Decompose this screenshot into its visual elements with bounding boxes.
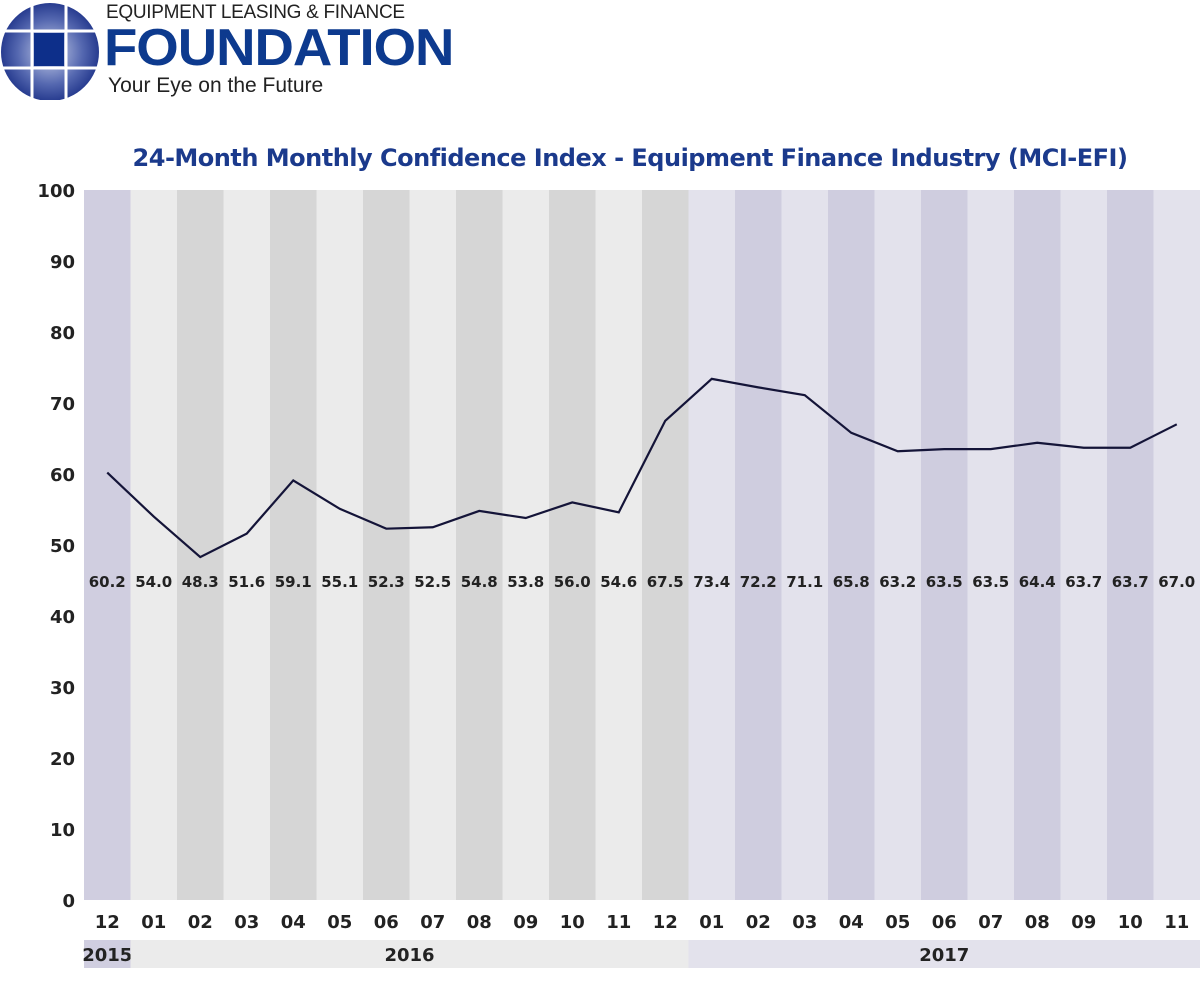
data-label: 63.7 [1065,573,1102,591]
column-band [316,190,364,900]
column-band [1060,190,1108,900]
data-label: 67.5 [647,573,684,591]
column-band [735,190,782,900]
y-tick-label: 70 [50,394,75,415]
x-tick-label: 08 [1025,912,1050,933]
x-tick-label: 12 [653,912,678,933]
column-band [781,190,829,900]
y-tick-label: 10 [50,820,75,841]
column-band [1014,190,1061,900]
x-tick-label: 04 [281,912,306,933]
year-band [688,940,1200,968]
data-label: 67.0 [1158,573,1195,591]
y-tick-label: 40 [50,607,75,628]
data-label: 63.2 [879,573,916,591]
x-tick-label: 02 [746,912,771,933]
column-band [409,190,457,900]
data-label: 63.5 [926,573,963,591]
x-tick-label: 01 [141,912,166,933]
x-tick-label: 08 [467,912,492,933]
x-tick-label: 07 [978,912,1003,933]
y-tick-label: 80 [50,323,75,344]
column-band [921,190,968,900]
y-tick-label: 90 [50,252,75,273]
data-label: 54.8 [461,573,498,591]
chart-title: 24-Month Monthly Confidence Index - Equi… [132,144,1128,172]
data-label: 51.6 [228,573,265,591]
x-tick-label: 03 [234,912,259,933]
data-label: 60.2 [89,573,126,591]
x-tick-label: 11 [1164,912,1189,933]
column-band [595,190,643,900]
logo-globe-icon [0,2,100,100]
x-tick-label: 09 [1071,912,1096,933]
column-band [177,190,224,900]
logo-top-line: EQUIPMENT LEASING & FINANCE [106,2,405,23]
data-label: 71.1 [786,573,823,591]
year-label: 2016 [384,945,434,966]
data-label: 55.1 [321,573,358,591]
data-label: 56.0 [554,573,591,591]
column-band [828,190,875,900]
data-label: 65.8 [833,573,870,591]
data-label: 72.2 [740,573,777,591]
data-label: 73.4 [693,573,730,591]
x-tick-label: 01 [699,912,724,933]
column-band [688,190,736,900]
x-tick-label: 11 [606,912,631,933]
x-tick-label: 10 [1118,912,1143,933]
x-tick-label: 09 [513,912,538,933]
x-tick-label: 06 [374,912,399,933]
data-label: 63.5 [972,573,1009,591]
x-tick-label: 12 [95,912,120,933]
data-label: 52.5 [414,573,451,591]
y-tick-label: 60 [50,465,75,486]
x-tick-label: 05 [327,912,352,933]
y-tick-label: 100 [37,181,75,202]
column-band [502,190,550,900]
x-tick-label: 10 [560,912,585,933]
data-label: 54.0 [135,573,172,591]
year-band [130,940,689,968]
data-label: 52.3 [368,573,405,591]
y-tick-label: 50 [50,536,75,557]
x-tick-label: 07 [420,912,445,933]
column-band [549,190,596,900]
column-band [1153,190,1200,900]
column-band [1107,190,1154,900]
year-label: 2015 [82,945,132,966]
column-band [223,190,271,900]
year-label: 2017 [919,945,969,966]
column-band [967,190,1015,900]
column-band [84,190,131,900]
data-label: 59.1 [275,573,312,591]
foundation-logo: EQUIPMENT LEASING & FINANCE FOUNDATION Y… [0,0,460,105]
x-tick-label: 04 [839,912,864,933]
x-tick-label: 03 [792,912,817,933]
column-band [456,190,503,900]
column-band [874,190,922,900]
x-tick-label: 02 [188,912,213,933]
column-band [130,190,178,900]
column-band [270,190,317,900]
logo-main: FOUNDATION [104,19,454,77]
x-tick-label: 06 [932,912,957,933]
data-label: 64.4 [1019,573,1056,591]
x-tick-label: 05 [885,912,910,933]
data-label: 48.3 [182,573,219,591]
logo-tagline: Your Eye on the Future [108,74,324,97]
data-label: 53.8 [507,573,544,591]
y-tick-label: 20 [50,749,75,770]
column-band [642,190,689,900]
column-band [363,190,410,900]
y-tick-label: 0 [62,891,75,912]
series-line [106,377,1178,559]
data-label: 54.6 [600,573,637,591]
y-tick-label: 30 [50,678,75,699]
data-label: 63.7 [1112,573,1149,591]
year-band [84,940,131,968]
